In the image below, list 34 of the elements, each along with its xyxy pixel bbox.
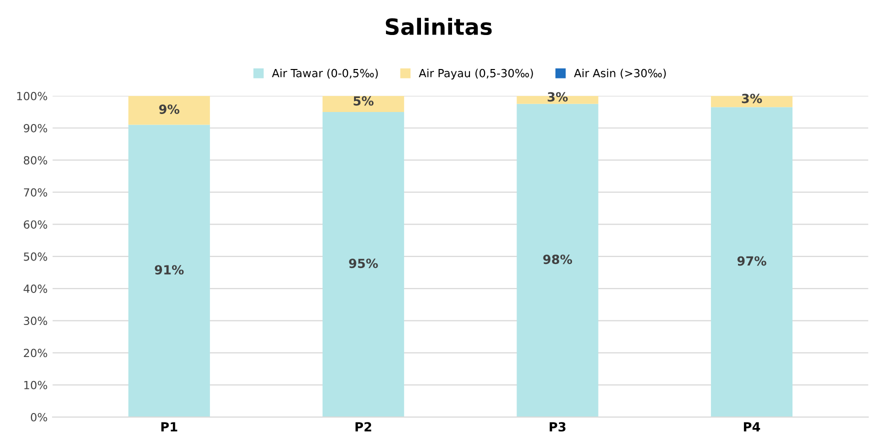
chart-title: Salinitas	[386, 18, 492, 36]
data-label: 91%	[154, 265, 184, 275]
data-label: 95%	[349, 258, 378, 268]
y-tick-label: 30%	[24, 316, 48, 326]
bar	[710, 107, 792, 418]
y-tick-label: 50%	[24, 252, 48, 261]
y-tick-label: 10%	[24, 380, 48, 390]
bar	[516, 104, 598, 418]
data-label: 3%	[548, 92, 568, 102]
bar	[710, 96, 792, 108]
bar	[128, 96, 210, 125]
legend-label: Air Tawar (0-0,5‰)	[272, 68, 378, 79]
x-tick-label: P3	[550, 422, 566, 432]
data-label: 98%	[543, 254, 572, 264]
legend-label: Air Asin (>30‰)	[574, 68, 666, 79]
x-tick-label: P1	[161, 422, 178, 432]
y-tick-label: 20%	[24, 348, 48, 358]
y-tick-label: 40%	[24, 284, 48, 293]
data-label: 3%	[742, 94, 762, 104]
bar	[128, 124, 210, 418]
data-label: 5%	[354, 96, 374, 106]
y-tick-label: 0%	[30, 412, 48, 422]
legend-label: Air Payau (0,5-30‰)	[418, 68, 533, 80]
y-tick-label: 100%	[17, 92, 48, 100]
x-tick-label: P4	[744, 422, 760, 432]
bar	[322, 112, 404, 418]
data-label: 97%	[737, 256, 766, 266]
bar	[322, 96, 404, 112]
data-label: 9%	[159, 104, 180, 114]
y-tick-label: 90%	[24, 124, 48, 132]
y-tick-label: 60%	[24, 220, 48, 229]
y-tick-label: 80%	[24, 156, 48, 164]
x-tick-label: P2	[356, 422, 372, 432]
y-tick-label: 70%	[24, 188, 48, 197]
